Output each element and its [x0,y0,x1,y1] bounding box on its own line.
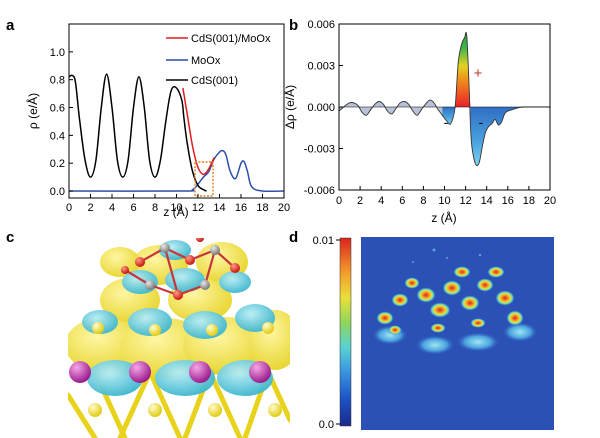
panel-a-xtick-label: 4 [109,202,115,214]
panel-b-letter: b [289,17,298,34]
colorbar: 0.01 0.0 [313,235,352,431]
panel-b-ytick-label: -0.003 [304,144,335,156]
panel-a-letter: a [6,17,15,34]
delta-rho-curve [338,31,551,167]
delta-rho-negative-dip [442,107,456,125]
legend-label-moox: MoOx [191,55,221,67]
panel-b-ytick-label: 0.003 [307,61,335,73]
panel-a-xtick-label: 8 [152,202,158,214]
panel-a-ytick-label: 1.0 [50,47,65,59]
panel-b-xtick-label: 8 [420,195,426,207]
panel-b-ytick-label: 0.006 [307,19,335,31]
colorbar-gradient [339,237,352,427]
panel-b-xtick-label: 0 [336,195,342,207]
panel-b-xtick-label: 14 [481,195,493,207]
delta-rho-negative-region [470,107,524,166]
panel-a-plot-area [68,73,285,193]
panel-b-xtick-label: 10 [438,195,450,207]
panel-d-letter: d [289,229,298,246]
panel-a-xtick-label: 20 [278,202,290,214]
panel-a-xlabel: z (Å) [163,204,188,219]
panel-a-highlight-box [194,161,214,197]
delta-rho-positive-peak [453,32,471,107]
series-line-moox [68,149,285,193]
panel-a-xtick-label: 0 [66,202,72,214]
panel-b-ytick-label: -0.006 [304,185,335,197]
legend-label-cds: CdS(001) [191,75,238,87]
panel-b-ticks: 0 2 4 6 8 10 12 14 16 18 20 -0.006 -0.003 0.000 0.003 0… [304,19,556,207]
annotation-minus-left: - [444,114,449,130]
panel-b-plot-area [338,31,551,167]
panel-a-xtick-label: 12 [192,202,204,214]
panel-a-xtick-label: 10 [170,202,182,214]
colorbar-tick-max: 0.01 [313,235,334,247]
annotation-minus-right: - [479,114,484,130]
panel-b-xtick-label: 12 [459,195,471,207]
panel-b-xtick-label: 4 [378,195,384,207]
panel-b-xtick-label: 18 [523,195,535,207]
panel-b-xtick-label: 6 [399,195,405,207]
annotation-plus: + [474,65,483,82]
panel-a-chart: 0 2 4 6 8 10 12 14 16 18 20 0.0 0.2 0.4 0.6 0.8 1.0 z (Å… [25,23,290,219]
colorbar-tick-min: 0.0 [319,419,334,431]
panel-a-ytick-label: 0.8 [50,75,65,87]
panel-b-xtick-label: 16 [502,195,514,207]
panel-b-xtick-label: 20 [544,195,556,207]
panel-b-ytick-label: 0.000 [307,102,335,114]
panel-a-ytick-label: 0.0 [50,186,65,198]
panel-a-ytick-label: 0.4 [50,130,65,142]
series-line-cds [68,73,207,192]
panel-b-chart: 0 2 4 6 8 10 12 14 16 18 20 -0.006 -0.003 0.000 0.003 0… [282,19,556,225]
panel-c-letter: c [6,229,14,246]
panel-a-ytick-label: 0.2 [50,158,65,170]
panel-b-ylabel: Δρ (e/Å) [282,85,297,129]
panel-a-xtick-label: 14 [213,202,225,214]
charge-density-heatmap-image [361,237,554,430]
panel-a-xtick-label: 2 [87,202,93,214]
panel-a-ytick-label: 0.6 [50,103,65,115]
panel-a-ylabel: ρ (e/Å) [25,93,40,129]
panel-a-xtick-label: 18 [256,202,268,214]
panel-b-xtick-label: 2 [357,195,363,207]
legend-label-interface: CdS(001)/MoOx [191,33,271,45]
panel-a-ticks: 0 2 4 6 8 10 12 14 16 18 20 0.0 0.2 0.4 0.6 0.8 1.0 [50,47,290,214]
panel-a-xtick-label: 6 [130,202,136,214]
panel-a-legend: CdS(001)/MoOx MoOx CdS(001) [166,33,271,87]
charge-density-isosurface-image [68,238,290,438]
series-line-interface [182,87,215,176]
panel-a-xtick-label: 16 [235,202,247,214]
panel-b-xlabel: z (Å) [431,210,456,225]
